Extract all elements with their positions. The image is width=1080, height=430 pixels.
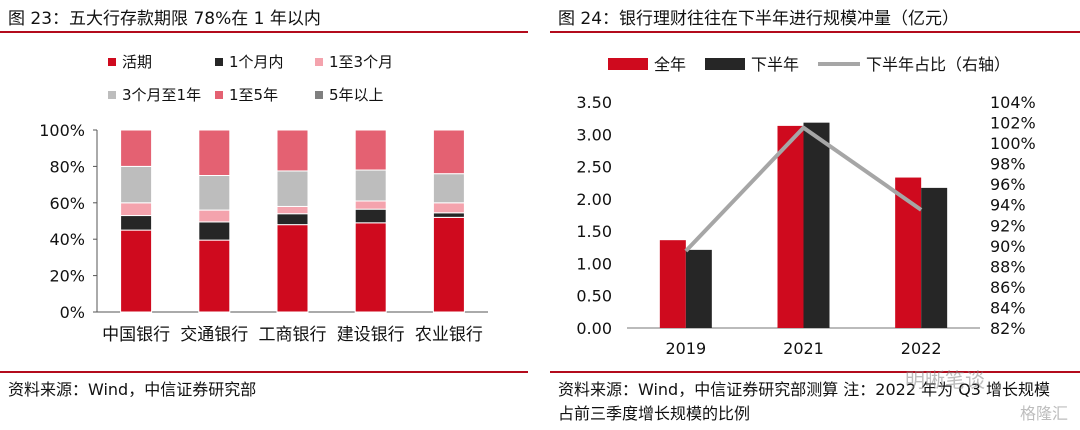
bar-segment — [432, 216, 465, 313]
y-right-tick-label: 98% — [990, 155, 1026, 174]
y-right-tick-label: 88% — [990, 257, 1026, 276]
legend-label: 全年 — [654, 55, 686, 74]
bar — [777, 125, 804, 329]
figure-24-title: 图 24：银行理财往往在下半年进行规模冲量（亿元） — [558, 9, 960, 29]
wechat-watermark: 明晰笔谈 — [905, 368, 985, 392]
legend-label: 下半年占比（右轴） — [866, 55, 1010, 74]
y-left-tick-label: 1.50 — [576, 222, 612, 241]
bar-segment — [120, 129, 153, 167]
bar-segment — [276, 129, 309, 172]
legend-swatch — [315, 58, 323, 66]
legend-swatch — [608, 58, 648, 70]
bar-segment — [354, 200, 387, 210]
figure-24-source: 资料来源：Wind，中信证券研究部测算 注：2022 年为 Q3 增长规模 占前… — [558, 378, 1050, 426]
x-tick-label: 2022 — [901, 339, 942, 358]
bar — [685, 249, 712, 328]
x-tick-label: 中国银行 — [102, 325, 170, 345]
y-tick-label: 0% — [60, 303, 85, 322]
y-right-tick-label: 86% — [990, 278, 1026, 297]
legend-label: 下半年 — [751, 55, 799, 74]
y-left-tick-label: 3.50 — [576, 93, 612, 112]
y-tick-label: 100% — [39, 121, 85, 140]
y-left-tick-label: 2.50 — [576, 158, 612, 177]
title-divider — [550, 31, 1080, 33]
legend-swatch — [215, 91, 223, 99]
source-line-2: 占前三季度增长规模的比例 — [558, 404, 751, 423]
legend-label: 3个月至1年 — [122, 86, 201, 104]
bar-segment — [354, 208, 387, 224]
deposit-maturity-chart: 活期 1个月内 1至3个月 3个月至1年 1至5年 5年以上 0% 20% 40% 60% 80% 1… — [39, 53, 488, 345]
bar-segment — [198, 175, 231, 211]
legend-label: 活期 — [122, 53, 152, 71]
y-right-tick-label: 102% — [990, 114, 1036, 133]
legend-swatch — [108, 91, 116, 99]
bar-segment — [120, 165, 153, 204]
title-divider — [0, 31, 528, 33]
legend-label: 1个月内 — [229, 53, 284, 71]
share-line — [684, 125, 923, 253]
y-left-tick-label: 0.00 — [576, 319, 612, 338]
bar-segment — [276, 213, 309, 226]
bar-segment — [198, 239, 231, 313]
y-tick-label: 60% — [49, 194, 85, 213]
figure-23-panel: 图 23：五大行存款期限 78%在 1 年以内 活期 1个月内 1至3个月 3个月至1… — [0, 0, 530, 430]
bar-segment — [432, 212, 465, 218]
bar-segment — [354, 222, 387, 313]
y-right-tick-label: 90% — [990, 237, 1026, 256]
x-tick-label: 2021 — [783, 339, 824, 358]
x-tick-label: 2019 — [665, 339, 706, 358]
bar-segment — [432, 202, 465, 214]
legend-swatch — [108, 58, 116, 66]
bar-segment — [198, 129, 231, 176]
bar — [803, 122, 830, 328]
y-right-tick-label: 82% — [990, 319, 1026, 338]
bar-segment — [354, 169, 387, 202]
legend-swatch — [705, 58, 745, 70]
legend-label: 1至3个月 — [329, 53, 393, 71]
y-tick-label: 20% — [49, 267, 85, 286]
x-tick-label: 农业银行 — [415, 325, 483, 345]
x-tick-label: 工商银行 — [259, 325, 327, 345]
source-divider — [550, 371, 1080, 373]
figure-23-source: 资料来源：Wind，中信证券研究部 — [8, 380, 257, 399]
figure-23-title: 图 23：五大行存款期限 78%在 1 年以内 — [8, 9, 321, 29]
figure-24-panel: 图 24：银行理财往往在下半年进行规模冲量（亿元） 全年 下半年 下半年占比（右轴）… — [550, 0, 1080, 430]
legend-label: 1至5年 — [229, 86, 278, 104]
source-line-1: 资料来源：Wind，中信证券研究部测算 注：2022 年为 Q3 增长规模 — [558, 380, 1051, 399]
bar-segment — [276, 224, 309, 313]
bar-segment — [198, 221, 231, 241]
y-right-tick-label: 84% — [990, 298, 1026, 317]
y-right-tick-label: 100% — [990, 134, 1036, 153]
y-right-tick-label: 104% — [990, 93, 1036, 112]
legend-swatch — [215, 58, 223, 66]
bar-segment — [120, 229, 153, 313]
source-divider — [0, 371, 528, 373]
y-right-tick-label: 94% — [990, 196, 1026, 215]
y-right-tick-label: 96% — [990, 175, 1026, 194]
wealth-mgmt-chart: 全年 下半年 下半年占比（右轴） 0.00 0.50 1.00 1.50 2.00 2.50 3.… — [576, 55, 1036, 358]
logo-watermark: 格隆汇 — [1020, 404, 1069, 423]
bar-segment — [198, 209, 231, 223]
y-left-tick-label: 1.00 — [576, 254, 612, 273]
bar-segment — [354, 129, 387, 171]
y-left-tick-label: 3.00 — [576, 125, 612, 144]
bar-segment — [432, 173, 465, 204]
bar — [921, 187, 948, 328]
bar-segment — [276, 170, 309, 207]
y-right-tick-label: 92% — [990, 216, 1026, 235]
x-tick-label: 交通银行 — [180, 325, 248, 345]
y-left-tick-label: 2.00 — [576, 190, 612, 209]
y-left-tick-label: 0.50 — [576, 287, 612, 306]
bar-segment — [432, 129, 465, 175]
bar-segment — [276, 205, 309, 215]
legend-swatch — [315, 91, 323, 99]
bar-segment — [120, 215, 153, 231]
y-tick-label: 80% — [49, 157, 85, 176]
bar — [659, 240, 686, 328]
y-tick-label: 40% — [49, 230, 85, 249]
bar-segment — [120, 202, 153, 217]
x-tick-label: 建设银行 — [337, 325, 405, 345]
legend-label: 5年以上 — [329, 86, 384, 104]
